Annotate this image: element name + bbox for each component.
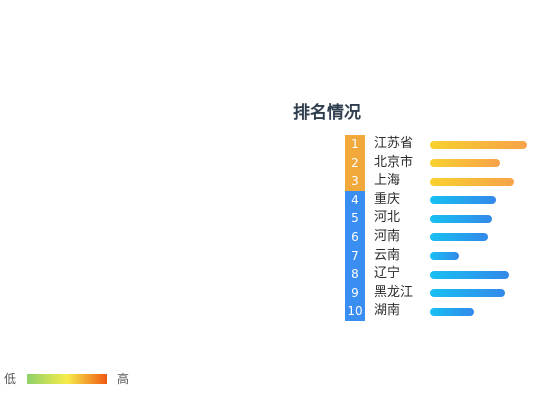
- value-bar: [430, 270, 509, 279]
- region-name: 黑龙江: [374, 284, 414, 300]
- rank-number-badge: 10: [345, 302, 365, 321]
- ranking-row: 7 云南: [345, 246, 535, 266]
- ranking-list: 1 江苏省 2 北京市 3 上海 4 重庆 5 河北 6 河南 7 云南 8 辽宁 9 黑龙江 10 湖南: [345, 135, 535, 321]
- region-name: 重庆: [374, 191, 401, 207]
- region-name: 上海: [374, 173, 401, 189]
- value-bar: [430, 196, 496, 205]
- value-bar: [430, 140, 527, 149]
- value-bar: [430, 159, 500, 168]
- legend-gradient-bar: [27, 374, 107, 384]
- value-bar: [430, 307, 474, 316]
- rank-number-badge: 7: [345, 246, 365, 266]
- ranking-row: 6 河南: [345, 227, 535, 247]
- legend-high-label: 高: [117, 372, 130, 386]
- rank-number-badge: 3: [345, 172, 365, 191]
- ranking-row: 4 重庆: [345, 190, 535, 210]
- region-name: 河南: [374, 228, 401, 244]
- value-bar: [430, 233, 488, 242]
- value-bar: [430, 289, 505, 298]
- region-name: 辽宁: [374, 266, 401, 282]
- rank-number-badge: 2: [345, 153, 365, 173]
- rank-number-badge: 4: [345, 190, 365, 210]
- rank-number-badge: 8: [345, 265, 365, 284]
- ranking-row: 3 上海: [345, 172, 535, 191]
- rank-number-badge: 1: [345, 135, 365, 154]
- rank-number-badge: 6: [345, 227, 365, 247]
- value-bar: [430, 177, 514, 186]
- value-bar: [430, 214, 492, 223]
- ranking-row: 8 辽宁: [345, 265, 535, 284]
- region-name: 云南: [374, 247, 401, 263]
- rank-number-badge: 5: [345, 209, 365, 228]
- legend-low-label: 低: [4, 372, 17, 386]
- ranking-row: 9 黑龙江: [345, 283, 535, 303]
- ranking-row: 10 湖南: [345, 302, 535, 321]
- region-name: 河北: [374, 210, 401, 226]
- ranking-title: 排名情况: [293, 103, 361, 123]
- region-name: 江苏省: [374, 136, 414, 151]
- ranking-row: 1 江苏省: [345, 135, 535, 154]
- rank-number-badge: 9: [345, 283, 365, 303]
- ranking-row: 2 北京市: [345, 153, 535, 173]
- ranking-row: 5 河北: [345, 209, 535, 228]
- value-bar: [430, 252, 459, 261]
- region-name: 湖南: [374, 303, 401, 319]
- region-name: 北京市: [374, 154, 414, 170]
